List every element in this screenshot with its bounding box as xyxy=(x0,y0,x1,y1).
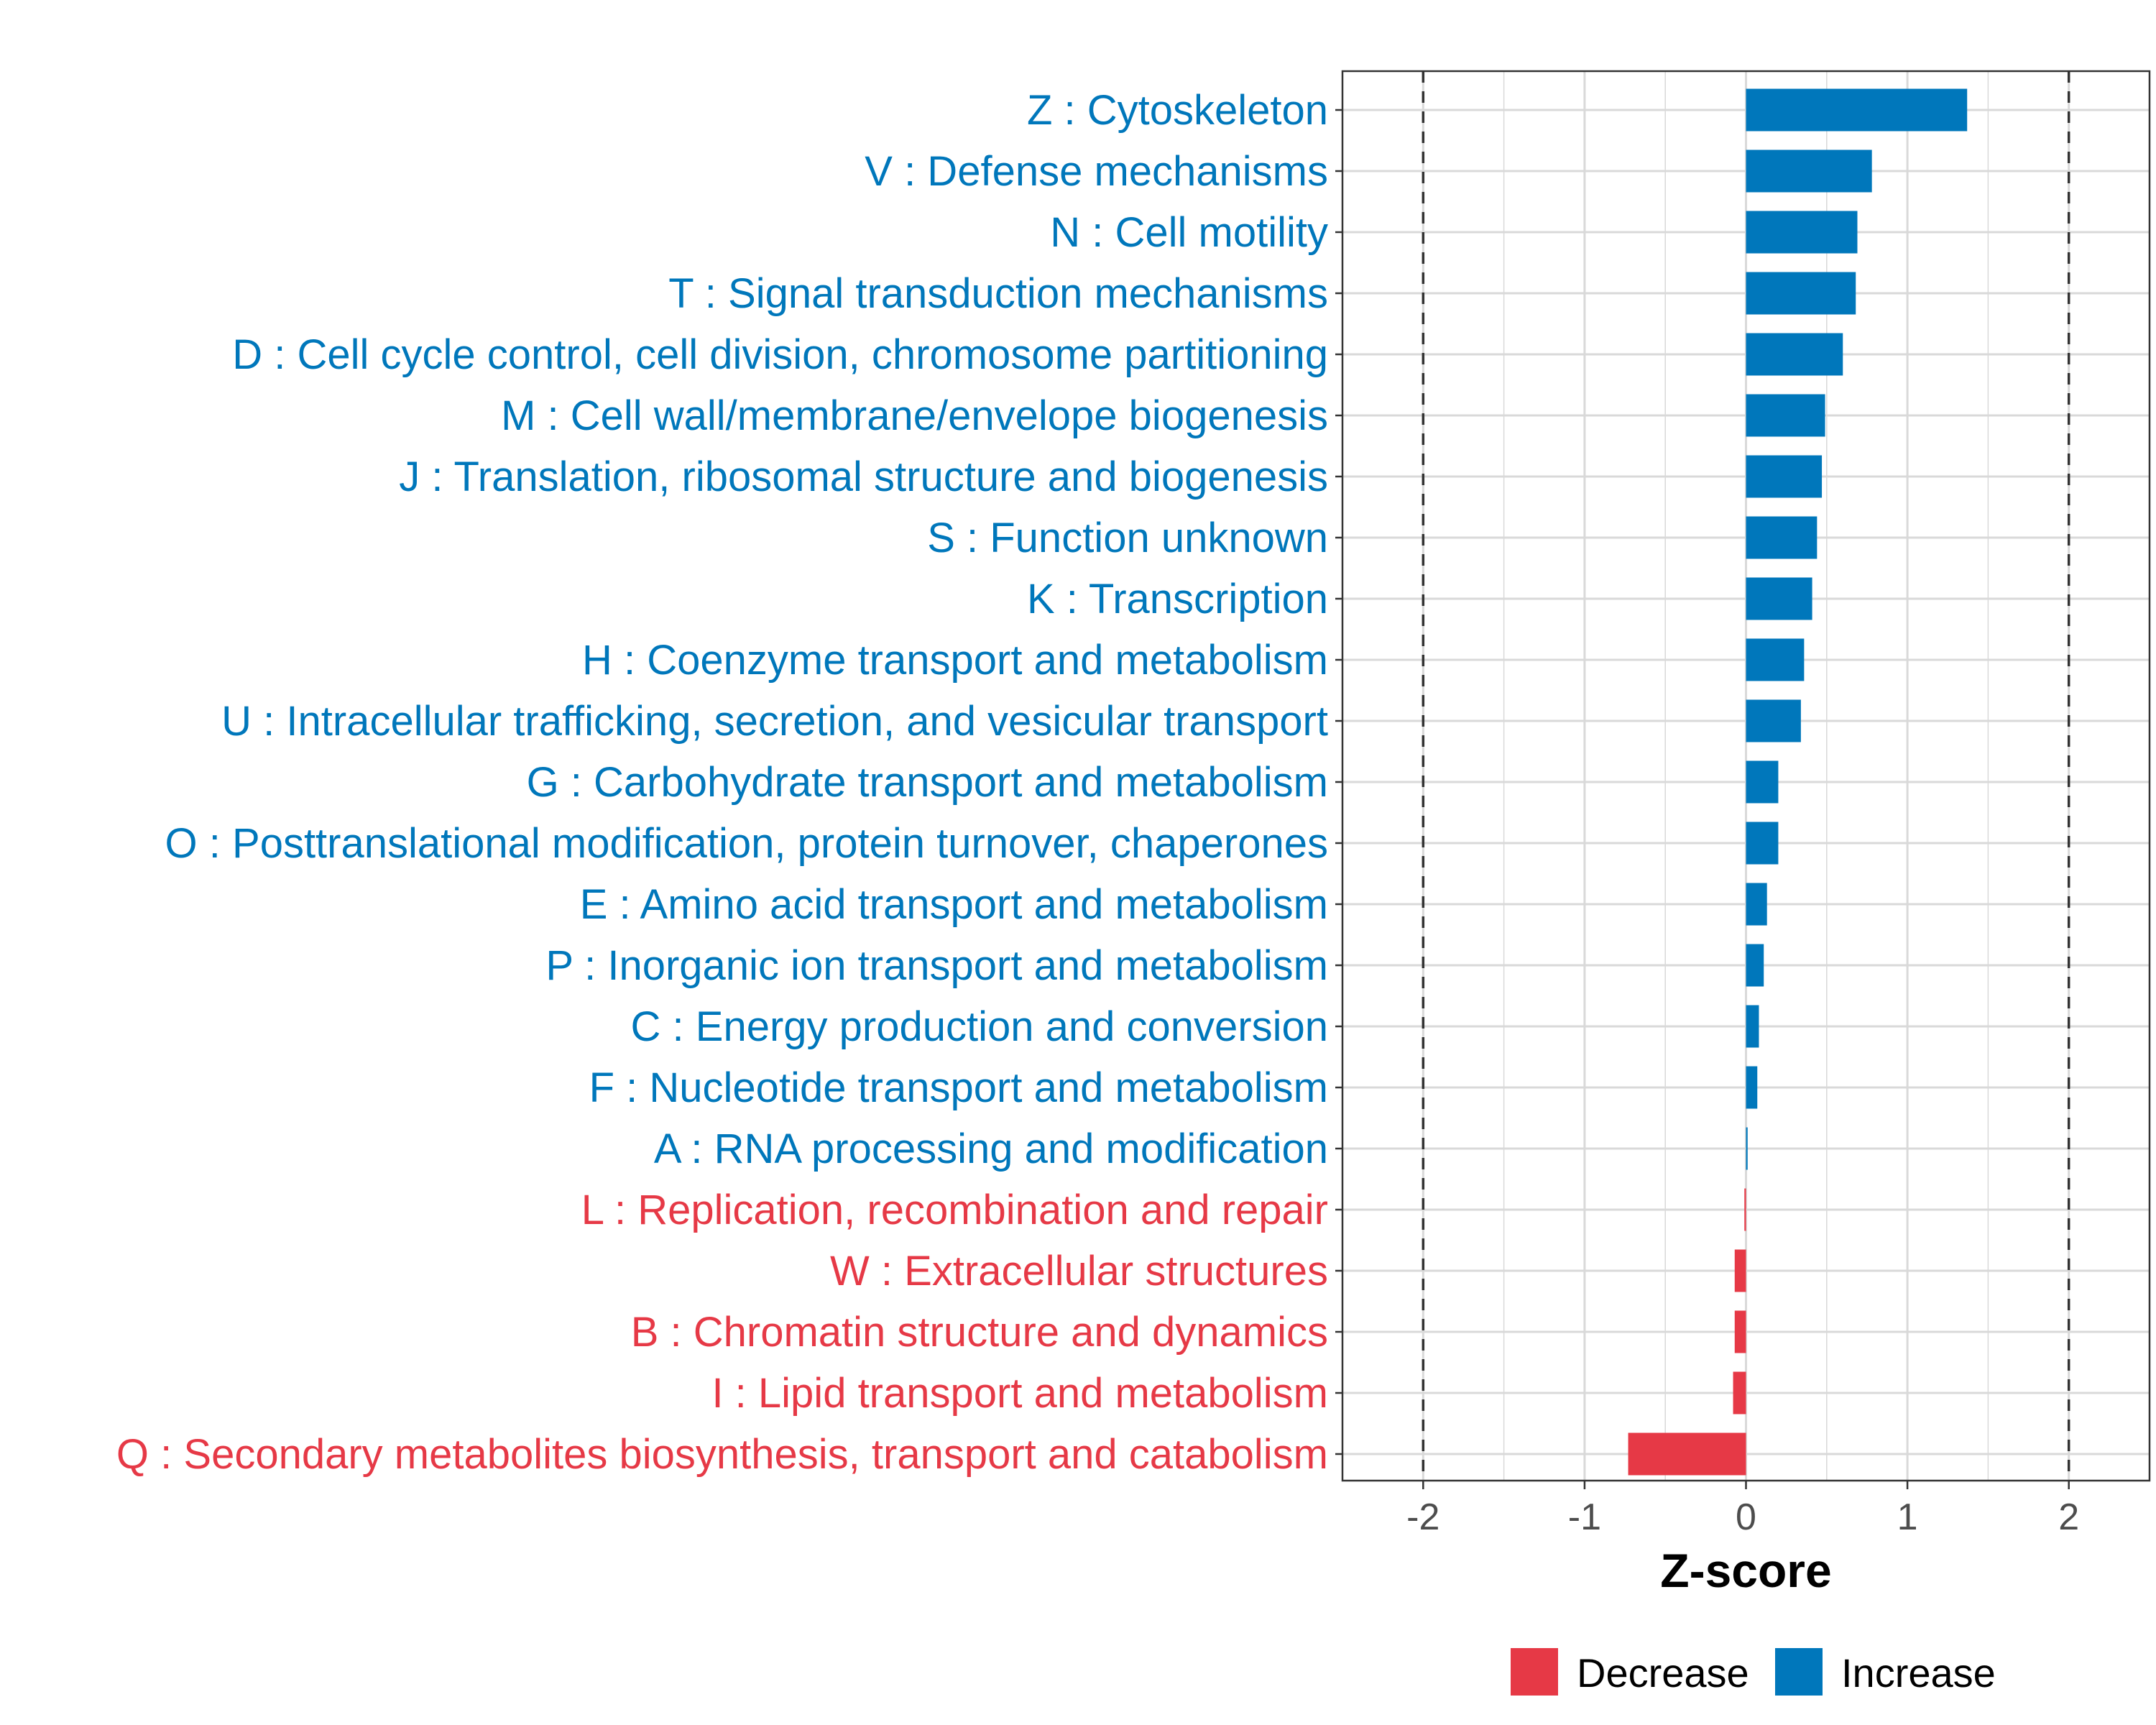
legend-swatch-decrease xyxy=(1511,1648,1558,1696)
category-label: M : Cell wall/membrane/envelope biogenes… xyxy=(501,392,1328,439)
category-label: D : Cell cycle control, cell division, c… xyxy=(232,331,1328,378)
category-label: A : RNA processing and modification xyxy=(654,1126,1328,1172)
category-label: C : Energy production and conversion xyxy=(631,1003,1328,1050)
x-axis-title: Z-score xyxy=(1660,1544,1831,1597)
category-label: E : Amino acid transport and metabolism xyxy=(580,881,1328,928)
category-label: Q : Secondary metabolites biosynthesis, … xyxy=(116,1431,1328,1478)
bar xyxy=(1734,1310,1746,1353)
bar xyxy=(1734,1249,1746,1292)
reference-lines xyxy=(1422,71,2070,1481)
bar xyxy=(1746,333,1843,376)
category-label: U : Intracellular trafficking, secretion… xyxy=(221,698,1328,745)
x-tick-label: -2 xyxy=(1406,1496,1439,1538)
category-label: S : Function unknown xyxy=(927,515,1328,561)
legend: Decrease Increase xyxy=(1511,1648,1996,1696)
legend-label-decrease: Decrease xyxy=(1577,1650,1749,1696)
bar xyxy=(1746,822,1779,865)
bar xyxy=(1746,577,1812,620)
category-label: W : Extracellular structures xyxy=(830,1248,1328,1294)
category-label: G : Carbohydrate transport and metabolis… xyxy=(527,759,1328,806)
bar xyxy=(1746,638,1805,681)
bar xyxy=(1746,1005,1759,1048)
x-tick-label: -1 xyxy=(1568,1496,1601,1538)
category-label: L : Replication, recombination and repai… xyxy=(581,1187,1328,1233)
category-label: V : Defense mechanisms xyxy=(865,148,1328,195)
bar xyxy=(1746,211,1858,254)
category-label: F : Nucleotide transport and metabolism xyxy=(589,1064,1328,1111)
bar xyxy=(1746,1127,1748,1170)
bar xyxy=(1733,1371,1746,1414)
category-label: B : Chromatin structure and dynamics xyxy=(631,1309,1328,1356)
x-tick-label: 0 xyxy=(1736,1496,1756,1538)
bar xyxy=(1746,883,1767,926)
category-label: K : Transcription xyxy=(1027,576,1328,622)
bar xyxy=(1746,699,1801,742)
bar xyxy=(1746,516,1818,559)
bar xyxy=(1746,150,1872,193)
bar xyxy=(1746,944,1764,987)
bar xyxy=(1628,1432,1746,1476)
x-tick-label: 1 xyxy=(1897,1496,1918,1538)
legend-label-increase: Increase xyxy=(1841,1650,1996,1696)
bar xyxy=(1746,1066,1758,1109)
category-labels: Z : Cytoskeleton V : Defense mechanisms N … xyxy=(116,87,1328,1478)
x-axis-ticks: -2 -1 0 1 2 xyxy=(1406,1481,2079,1538)
bars xyxy=(1628,88,1968,1476)
category-label: T : Signal transduction mechanisms xyxy=(668,270,1328,317)
bar xyxy=(1746,88,1968,132)
category-label: P : Inorganic ion transport and metaboli… xyxy=(545,942,1328,989)
bar xyxy=(1746,394,1825,437)
bar xyxy=(1744,1188,1746,1231)
bar xyxy=(1746,455,1823,498)
bar xyxy=(1746,272,1856,315)
x-tick-label: 2 xyxy=(2058,1496,2079,1538)
category-label: O : Posttranslational modification, prot… xyxy=(165,820,1328,867)
category-label: J : Translation, ribosomal structure and… xyxy=(399,454,1328,500)
category-label: Z : Cytoskeleton xyxy=(1027,87,1328,134)
bar xyxy=(1746,760,1779,804)
legend-swatch-increase xyxy=(1775,1648,1823,1696)
category-label: N : Cell motility xyxy=(1050,209,1328,256)
y-axis-ticks xyxy=(1335,109,1342,1455)
category-label: H : Coenzyme transport and metabolism xyxy=(582,637,1328,684)
category-label: I : Lipid transport and metabolism xyxy=(711,1370,1328,1417)
